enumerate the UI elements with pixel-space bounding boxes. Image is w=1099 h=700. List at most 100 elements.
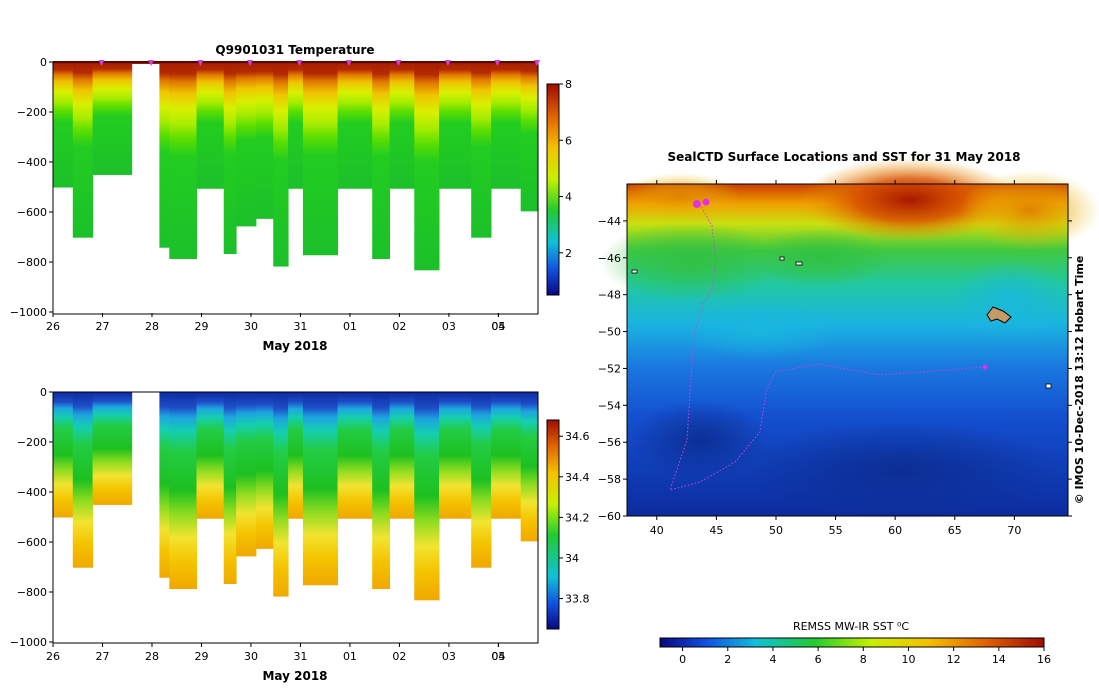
x-tick-label: 28 [145, 320, 159, 333]
y-tick-label: −600 [17, 536, 47, 549]
map-longitude-axis: 40 45 50 55 60 65 70 [650, 180, 1021, 537]
x-tick-label: 03 [442, 650, 456, 663]
x-tick-label: 31 [293, 650, 307, 663]
profile-marker [534, 60, 540, 66]
profile-column [72, 62, 94, 238]
map-title: SealCTD Surface Locations and SST for 31… [667, 150, 1020, 164]
profile-column [439, 392, 472, 519]
lat-tick-label: −56 [598, 436, 621, 449]
y-tick-label: −800 [17, 256, 47, 269]
profile-marker [246, 60, 253, 66]
lon-tick-label: 65 [948, 524, 962, 537]
sst-colorbar-label: REMSS MW-IR SST ⁰C [793, 620, 909, 633]
seal-location-marker [702, 198, 710, 206]
x-tick-label: 27 [95, 650, 109, 663]
y-tick-label: −400 [17, 486, 47, 499]
profile-column [223, 392, 237, 585]
profile-column [302, 62, 339, 256]
sst-colorbar-tick-label: 14 [992, 653, 1006, 666]
sst-colorbar-tick-label: 10 [901, 653, 915, 666]
imos-credit: © IMOS 10-Dec-2018 13:12 Hobart Time [1073, 256, 1086, 505]
profile-marker [444, 60, 451, 66]
lat-tick-label: −60 [598, 510, 621, 523]
colorbar-tick-label: 33.8 [565, 593, 590, 606]
salinity-y-axis: 0 −200 −400 −600 −800 −1000 [10, 386, 53, 649]
lon-tick-label: 60 [888, 524, 902, 537]
lat-tick-label: −50 [598, 326, 621, 339]
profile-markers [98, 60, 540, 66]
temperature-colorbar-ticks: 2 4 6 8 [559, 78, 572, 260]
y-tick-label: 0 [40, 386, 47, 399]
profile-column [92, 392, 133, 505]
temperature-panel-title: Q9901031 Temperature [215, 43, 374, 57]
y-tick-label: −800 [17, 586, 47, 599]
x-tick-label: 28 [145, 650, 159, 663]
colorbar-tick-label: 6 [565, 134, 572, 147]
heard-island [1045, 383, 1052, 389]
profile-column [288, 62, 304, 189]
marion-island [631, 269, 638, 274]
x-tick-label: 04 [491, 320, 505, 333]
sst-colorbar-tick-label: 16 [1037, 653, 1051, 666]
profile-column [414, 62, 440, 271]
profile-column [159, 392, 170, 578]
profile-column [53, 62, 74, 188]
profile-column [236, 392, 257, 557]
profile-column [490, 392, 522, 519]
salinity-profiles [53, 392, 539, 601]
temperature-profiles [53, 62, 539, 271]
x-tick-label: 27 [95, 320, 109, 333]
profile-marker [494, 60, 501, 66]
profile-column [159, 62, 170, 248]
sst-colorbar-tick-label: 6 [815, 653, 822, 666]
salinity-colorbar-ticks: 33.8 34 34.2 34.4 34.6 [559, 430, 590, 606]
profile-column [196, 62, 225, 189]
profile-column [337, 392, 373, 519]
profile-column [53, 392, 74, 518]
x-tick-label: 30 [244, 320, 258, 333]
sst-colorbar-tick-label: 0 [679, 653, 686, 666]
kerguelen-island [986, 306, 1012, 324]
profile-marker [345, 60, 352, 66]
map-frame [626, 183, 1069, 517]
y-tick-label: −600 [17, 206, 47, 219]
profile-column [389, 392, 415, 519]
lon-tick-label: 45 [709, 524, 723, 537]
colorbar-tick-label: 34.4 [565, 471, 590, 484]
sst-warm-east [960, 170, 1099, 250]
temperature-colorbar [546, 83, 560, 296]
profile-column [520, 392, 539, 542]
temperature-x-label: May 2018 [262, 339, 327, 353]
salinity-plot-frame [52, 391, 539, 644]
profile-marker [98, 60, 105, 66]
sst-cold-south [740, 420, 1060, 520]
profile-column [169, 392, 198, 590]
sst-colorbar-tick-label: 12 [947, 653, 961, 666]
profile-marker [197, 60, 204, 66]
y-tick-label: −1000 [10, 306, 47, 319]
seal-track [669, 203, 983, 491]
colorbar-tick-label: 34.6 [565, 430, 590, 443]
x-tick-label: 26 [46, 650, 60, 663]
x-tick-label: 02 [392, 320, 406, 333]
profile-column [372, 62, 391, 260]
colorbar-tick-label: 2 [565, 247, 572, 260]
lon-tick-label: 50 [769, 524, 783, 537]
x-tick-label: 31 [293, 320, 307, 333]
profile-column [236, 62, 257, 227]
x-tick-label: 26 [46, 320, 60, 333]
lon-tick-label: 70 [1007, 524, 1021, 537]
sst-cyan-east [950, 260, 1070, 340]
sst-green-mid [750, 228, 890, 288]
colorbar-tick-label: 34 [565, 552, 579, 565]
profile-column [471, 392, 492, 568]
sst-green-west [600, 222, 780, 302]
profile-column [439, 62, 472, 189]
lat-tick-label: −58 [598, 473, 621, 486]
sst-colorbar-tick-label: 4 [769, 653, 776, 666]
profile-marker [395, 60, 402, 66]
sst-warm-west [620, 173, 740, 217]
profile-column [389, 62, 415, 189]
sst-cold-southwest [630, 400, 770, 480]
